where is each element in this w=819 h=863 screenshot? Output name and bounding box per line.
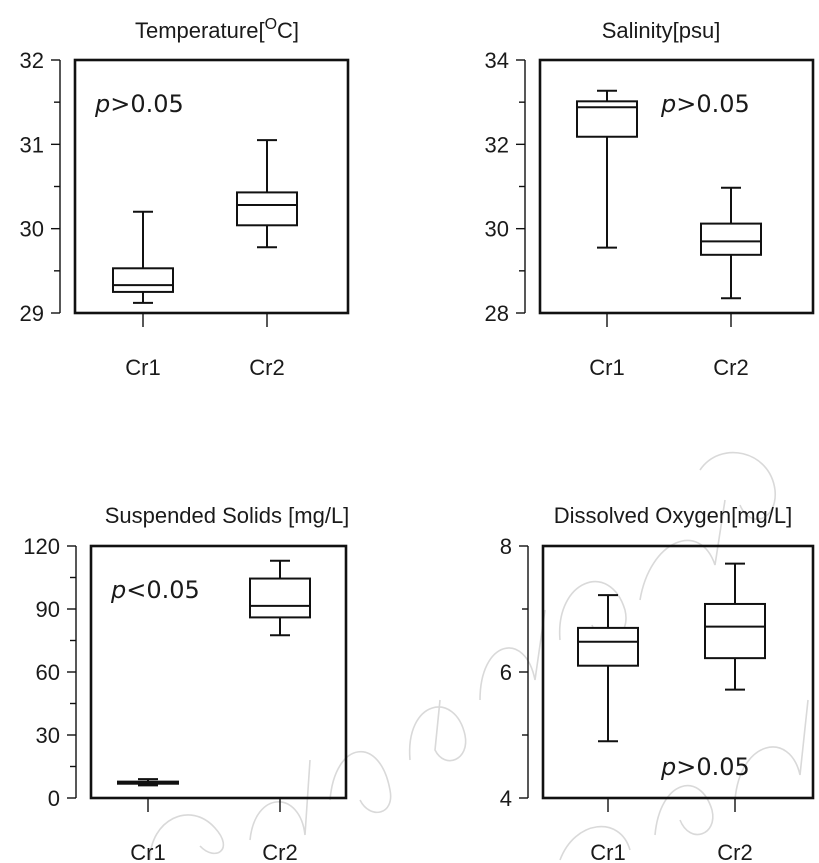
p-threshold: >0.05: [676, 753, 750, 781]
box-Cr1: [577, 594, 639, 743]
chart-title: Temperature[OC]: [135, 16, 299, 43]
box-Cr1: [112, 210, 174, 304]
y-tick-label: 34: [485, 48, 509, 73]
y-tick-label: 32: [485, 132, 509, 157]
p-value-annotation: p>0.05: [660, 753, 750, 781]
iqr-box: [577, 626, 639, 667]
box-Cr2: [700, 186, 762, 300]
y-tick-label: 32: [20, 48, 44, 73]
y-tick-label: 8: [500, 534, 512, 559]
plot-frame: [541, 544, 815, 800]
y-tick-label: 29: [20, 301, 44, 326]
title-superscript: O: [265, 16, 277, 33]
watermark: [149, 451, 809, 861]
plot-frame: [89, 544, 348, 800]
chart-panel: Temperature[OC] 29 30 31 32 Cr1 Cr2 p>0.05: [20, 16, 350, 380]
category-label: Cr2: [713, 355, 748, 380]
iqr-box: [249, 577, 311, 619]
p-symbol: p: [660, 90, 676, 118]
p-threshold: >0.05: [110, 90, 184, 118]
iqr-box: [700, 222, 762, 256]
title-main: Temperature[: [135, 18, 265, 43]
p-symbol: p: [94, 90, 110, 118]
y-tick-label: 30: [20, 217, 44, 242]
box-Cr1: [576, 89, 638, 249]
y-tick-label: 60: [36, 660, 60, 685]
box-Cr2: [249, 559, 311, 637]
title-tail: C]: [277, 18, 299, 43]
p-symbol: p: [660, 753, 676, 781]
iqr-box: [112, 267, 174, 293]
y-tick-label: 28: [485, 301, 509, 326]
chart-panel: Suspended Solids [mg/L] 0 30 60 90 120 Cr1 Cr2 p…: [23, 503, 349, 863]
chart-title: Salinity[psu]: [602, 18, 721, 43]
iqr-box: [236, 191, 298, 227]
plot-frame: [538, 58, 815, 315]
y-tick-label: 0: [48, 786, 60, 811]
y-tick-label: 4: [500, 786, 512, 811]
chart-panel: Salinity[psu] 28 30 32 34 Cr1 Cr2 p>0.05: [485, 18, 815, 380]
box-Cr2: [236, 139, 298, 249]
p-value-annotation: p>0.05: [94, 90, 184, 118]
chart-panel: Dissolved Oxygen[mg/L] 4 6 8 Cr1 Cr2 p>0.05: [500, 503, 815, 863]
p-value-annotation: p>0.05: [660, 90, 750, 118]
p-value-annotation: p<0.05: [110, 576, 200, 604]
category-label: Cr2: [262, 840, 297, 863]
category-label: Cr1: [590, 840, 625, 863]
y-tick-label: 6: [500, 660, 512, 685]
box-Cr1: [117, 778, 179, 787]
category-label: Cr1: [130, 840, 165, 863]
category-label: Cr2: [717, 840, 752, 863]
box-Cr2: [704, 562, 766, 691]
y-tick-label: 90: [36, 597, 60, 622]
category-label: Cr1: [125, 355, 160, 380]
y-tick-label: 30: [36, 723, 60, 748]
y-tick-label: 30: [485, 217, 509, 242]
p-threshold: >0.05: [676, 90, 750, 118]
category-label: Cr2: [249, 355, 284, 380]
y-tick-label: 120: [23, 534, 60, 559]
iqr-box: [704, 602, 766, 660]
category-label: Cr1: [589, 355, 624, 380]
y-tick-label: 31: [20, 132, 44, 157]
p-threshold: <0.05: [126, 576, 200, 604]
chart-title: Suspended Solids [mg/L]: [105, 503, 350, 528]
plot-frame: [73, 58, 350, 315]
chart-title: Dissolved Oxygen[mg/L]: [554, 503, 792, 528]
p-symbol: p: [110, 576, 126, 604]
